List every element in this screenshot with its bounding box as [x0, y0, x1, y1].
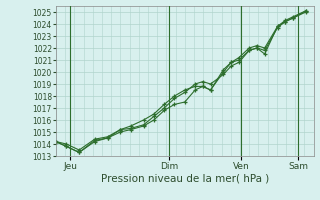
- X-axis label: Pression niveau de la mer( hPa ): Pression niveau de la mer( hPa ): [101, 173, 269, 183]
